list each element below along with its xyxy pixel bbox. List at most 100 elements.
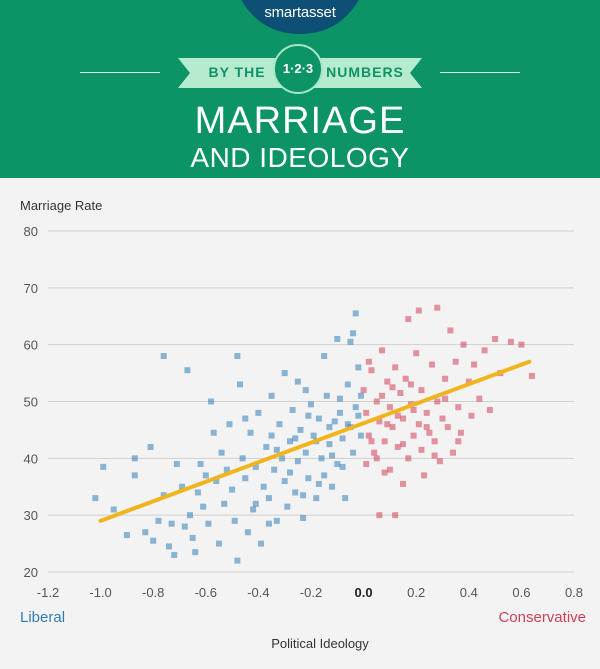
data-point [455, 404, 462, 411]
data-point [452, 358, 459, 365]
data-point [460, 341, 467, 348]
data-point [131, 455, 138, 462]
x-tick-label: -0.2 [300, 585, 322, 600]
data-point [300, 492, 307, 499]
data-point [481, 347, 488, 354]
x-tick-label: 0.8 [565, 585, 583, 600]
data-point [442, 395, 449, 402]
x-tick-label: -1.0 [89, 585, 111, 600]
data-point [234, 557, 241, 564]
data-point [289, 407, 296, 414]
data-point [434, 304, 441, 311]
data-point [528, 372, 535, 379]
data-point [368, 438, 375, 445]
data-point [202, 472, 209, 479]
liberal-annotation: Liberal [20, 609, 65, 626]
data-point [258, 540, 265, 547]
data-point [197, 461, 204, 468]
data-point [423, 409, 430, 416]
data-point [271, 466, 278, 473]
data-point [279, 455, 286, 462]
data-point [281, 370, 288, 377]
x-tick-label: -0.8 [142, 585, 164, 600]
data-point [342, 495, 349, 502]
data-point [486, 407, 493, 414]
data-point [294, 458, 301, 465]
data-point [402, 375, 409, 382]
x-tick-label: 0.0 [355, 585, 373, 600]
data-point [294, 378, 301, 385]
numbers-badge: 1·2·3 [273, 44, 323, 94]
data-point [373, 398, 380, 405]
data-point [355, 364, 362, 371]
data-point [218, 449, 225, 456]
data-point [242, 475, 249, 482]
data-point [400, 415, 407, 422]
data-point [418, 387, 425, 394]
data-point [171, 551, 178, 558]
data-point [365, 358, 372, 365]
data-point [192, 549, 199, 556]
data-point [326, 424, 333, 431]
x-tick-label: -0.4 [247, 585, 269, 600]
x-tick-label: 0.2 [407, 585, 425, 600]
data-point [410, 407, 417, 414]
data-point [431, 452, 438, 459]
data-point [394, 443, 401, 450]
data-point [302, 449, 309, 456]
logo-badge: smartasset [234, 0, 366, 34]
data-point [384, 378, 391, 385]
data-point [208, 398, 215, 405]
data-point [263, 443, 270, 450]
data-point [476, 395, 483, 402]
data-point [431, 438, 438, 445]
data-point [336, 395, 343, 402]
y-tick-label: 50 [24, 395, 38, 410]
data-point [465, 378, 472, 385]
data-point [376, 418, 383, 425]
data-point [405, 455, 412, 462]
data-point [436, 458, 443, 465]
y-axis-ticks: 20 30 40 50 60 70 80 [24, 224, 38, 580]
x-tick-label: -1.2 [37, 585, 59, 600]
data-point [321, 472, 328, 479]
data-point [376, 512, 383, 519]
data-point [426, 429, 433, 436]
data-point [410, 432, 417, 439]
x-tick-label: -0.6 [195, 585, 217, 600]
x-axis-ticks: -1.2 -1.0 -0.8 -0.6 -0.4 -0.2 0.0 0.2 0.4 0.6 0.8 [37, 585, 583, 600]
data-point [273, 446, 280, 453]
data-point [363, 409, 370, 416]
data-point [418, 446, 425, 453]
page-subtitle: AND IDEOLOGY [190, 142, 410, 173]
scatter-chart: 20 30 40 50 60 70 80 -1.2 -1.0 -0.8 -0.6 -0.4 -0.2 0… [20, 198, 586, 651]
data-point [302, 387, 309, 394]
data-point [273, 517, 280, 524]
data-point [200, 503, 207, 510]
data-point [368, 367, 375, 374]
y-tick-label: 70 [24, 281, 38, 296]
header-rule-left [80, 72, 160, 73]
data-point [386, 466, 393, 473]
data-point [347, 338, 354, 345]
data-point [339, 435, 346, 442]
data-point [326, 441, 333, 448]
data-point [215, 540, 222, 547]
x-tick-label: 0.4 [460, 585, 478, 600]
data-point [286, 438, 293, 445]
page-title: MARRIAGE [194, 100, 406, 142]
data-point [344, 381, 351, 388]
data-point [415, 421, 422, 428]
data-point [223, 466, 230, 473]
data-point [339, 463, 346, 470]
data-point [165, 543, 172, 550]
data-point [492, 335, 499, 342]
data-point [184, 367, 191, 374]
data-point [179, 483, 186, 490]
conservative-annotation: Conservative [498, 609, 586, 626]
data-point [276, 421, 283, 428]
data-point [379, 347, 386, 354]
data-point [221, 500, 228, 507]
data-point [381, 438, 388, 445]
data-point [210, 429, 217, 436]
